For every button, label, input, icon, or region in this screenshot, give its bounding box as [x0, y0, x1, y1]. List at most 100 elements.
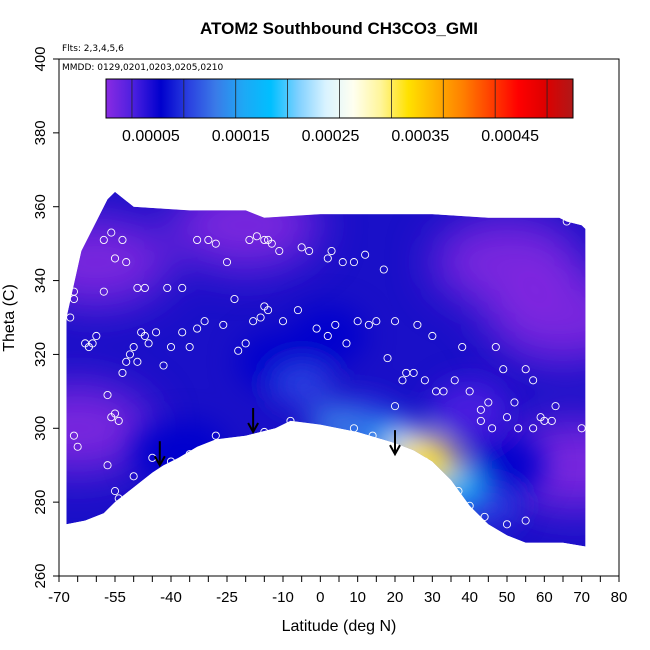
sample-point	[484, 398, 493, 407]
sample-point	[125, 350, 134, 359]
x-axis: -70 -55 -40 -25 -10 0 10 20 30 40 50 60 70 80	[48, 576, 627, 606]
sample-point	[107, 413, 116, 422]
sample-point	[420, 376, 429, 385]
y-tick-label: 360	[32, 194, 49, 219]
sample-point	[122, 258, 131, 267]
sample-point	[443, 479, 452, 488]
sample-point	[275, 246, 284, 256]
arrow-marker	[247, 407, 260, 435]
sample-point	[122, 357, 131, 366]
sample-point	[420, 457, 429, 466]
sample-point	[521, 516, 530, 525]
sample-point	[547, 416, 556, 425]
x-tick-label: 30	[424, 589, 441, 606]
sample-point	[166, 342, 176, 352]
sample-point	[193, 235, 202, 244]
sample-point	[159, 361, 168, 370]
sample-point	[372, 317, 381, 326]
sample-point	[529, 376, 538, 385]
colorbar-tick-label: 0.00005	[122, 128, 180, 145]
background-region	[488, 272, 586, 363]
sample-point	[529, 424, 538, 433]
sample-point	[193, 324, 202, 333]
x-tick-label: 40	[461, 589, 478, 606]
sample-point	[577, 424, 586, 433]
sample-point	[361, 250, 370, 259]
sample-point	[118, 235, 127, 244]
y-tick-label: 260	[32, 563, 49, 588]
sample-point	[163, 283, 172, 293]
sample-point	[327, 246, 336, 256]
sample-point	[140, 283, 149, 293]
sample-point	[514, 424, 523, 433]
sample-point	[465, 501, 474, 510]
sample-point	[488, 424, 497, 433]
sample-point	[364, 320, 373, 329]
sample-point	[454, 487, 463, 496]
colorbar-tick-label: 0.00045	[481, 128, 539, 145]
y-tick-label: 300	[32, 416, 49, 441]
sample-point	[219, 320, 228, 329]
sample-point	[118, 368, 127, 377]
sample-point	[476, 405, 485, 414]
colorbar-tick-label: 0.00035	[391, 128, 449, 145]
field-surface	[66, 191, 586, 547]
x-tick-label: -55	[104, 589, 126, 606]
sample-point	[133, 357, 142, 366]
flights-annotation: Flts: 2,3,4,5,6	[62, 44, 124, 54]
sample-point	[99, 287, 108, 296]
sample-point	[211, 431, 220, 440]
sample-point	[222, 258, 232, 267]
y-axis: 260 280 300 320 340 360 380 400	[32, 46, 59, 589]
sample-point	[305, 246, 314, 256]
sample-point	[286, 416, 295, 425]
sample-point	[73, 442, 82, 451]
y-tick-label: 320	[32, 342, 49, 367]
sample-point	[379, 265, 388, 274]
background-region	[66, 217, 172, 308]
sample-point	[144, 339, 153, 348]
sample-point	[353, 317, 362, 326]
sample-point	[379, 442, 388, 451]
sample-point	[103, 390, 112, 400]
sample-point	[293, 306, 302, 315]
x-tick-label: 10	[349, 589, 366, 606]
sample-point	[88, 339, 97, 348]
sample-point	[260, 235, 269, 244]
x-tick-label: -10	[272, 589, 294, 606]
sample-point	[69, 287, 78, 296]
x-tick-label: 60	[536, 589, 553, 606]
x-tick-label: -40	[160, 589, 182, 606]
y-axis-label: Theta (C)	[1, 284, 18, 352]
sample-point	[331, 320, 340, 329]
enhancement-region	[309, 402, 369, 447]
sample-point	[107, 228, 116, 237]
sample-point	[249, 317, 258, 326]
sample-point	[510, 398, 519, 407]
sample-point	[278, 317, 288, 326]
sample-point	[241, 339, 250, 348]
sample-point	[521, 365, 530, 374]
enhancement-region	[469, 435, 545, 496]
sample-point	[390, 317, 400, 326]
sample-point	[499, 365, 508, 374]
sample-point	[129, 472, 138, 481]
chart-title: ATOM2 Southbound CH3CO3_GMI	[200, 19, 478, 38]
sample-point	[92, 331, 101, 341]
sample-point	[99, 235, 108, 244]
sample-point	[260, 427, 269, 437]
sample-point	[110, 487, 120, 496]
sample-point	[114, 494, 123, 503]
sample-point	[368, 431, 377, 440]
background-region	[499, 420, 586, 511]
sample-point	[200, 317, 209, 326]
sample-point	[428, 331, 437, 341]
sample-point	[383, 354, 392, 363]
colorbar: 0.00005 0.00015 0.00025 0.00035 0.00045	[105, 78, 574, 145]
y-tick-label: 340	[32, 268, 49, 293]
sample-point	[264, 306, 273, 315]
sample-point	[465, 387, 474, 396]
sample-point	[178, 328, 187, 337]
sample-point	[562, 217, 571, 226]
sample-point	[211, 239, 220, 248]
